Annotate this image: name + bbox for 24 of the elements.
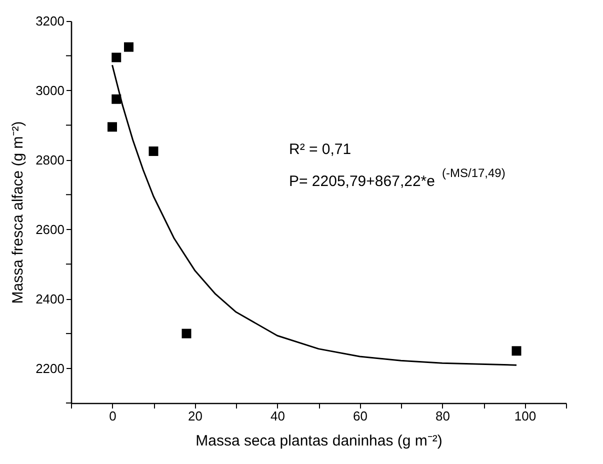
y-axis-title: Massa fresca alface (g m⁻²): [10, 121, 27, 304]
x-tick-label: 60: [353, 408, 368, 424]
y-tick-label: 2200: [36, 360, 64, 376]
x-tick-label: 20: [188, 408, 202, 424]
point: [182, 328, 192, 338]
x-tick-label: 40: [270, 408, 285, 424]
annotation: P= 2205,79+867,22*e(-MS/17,49): [289, 166, 506, 190]
y-tick-label: 2600: [36, 222, 64, 237]
x-tick-label: 80: [436, 408, 450, 424]
line-series: [112, 64, 518, 366]
y-tick-label: 3200: [36, 14, 64, 28]
y-tick-label: 2400: [36, 291, 64, 306]
point: [108, 122, 117, 132]
point: [124, 42, 134, 52]
point: [148, 146, 158, 156]
y-tick-label: 2800: [36, 152, 64, 168]
annotation: R² = 0,71: [289, 141, 352, 158]
y-tick-label: 3000: [36, 82, 64, 98]
point: [512, 346, 522, 356]
x-tick-label: 0: [109, 408, 116, 424]
point: [112, 52, 122, 62]
point: [112, 94, 122, 104]
x-axis-title: Massa seca plantas daninhas (g m⁻²): [196, 432, 442, 450]
x-tick-label: 100: [514, 408, 536, 424]
